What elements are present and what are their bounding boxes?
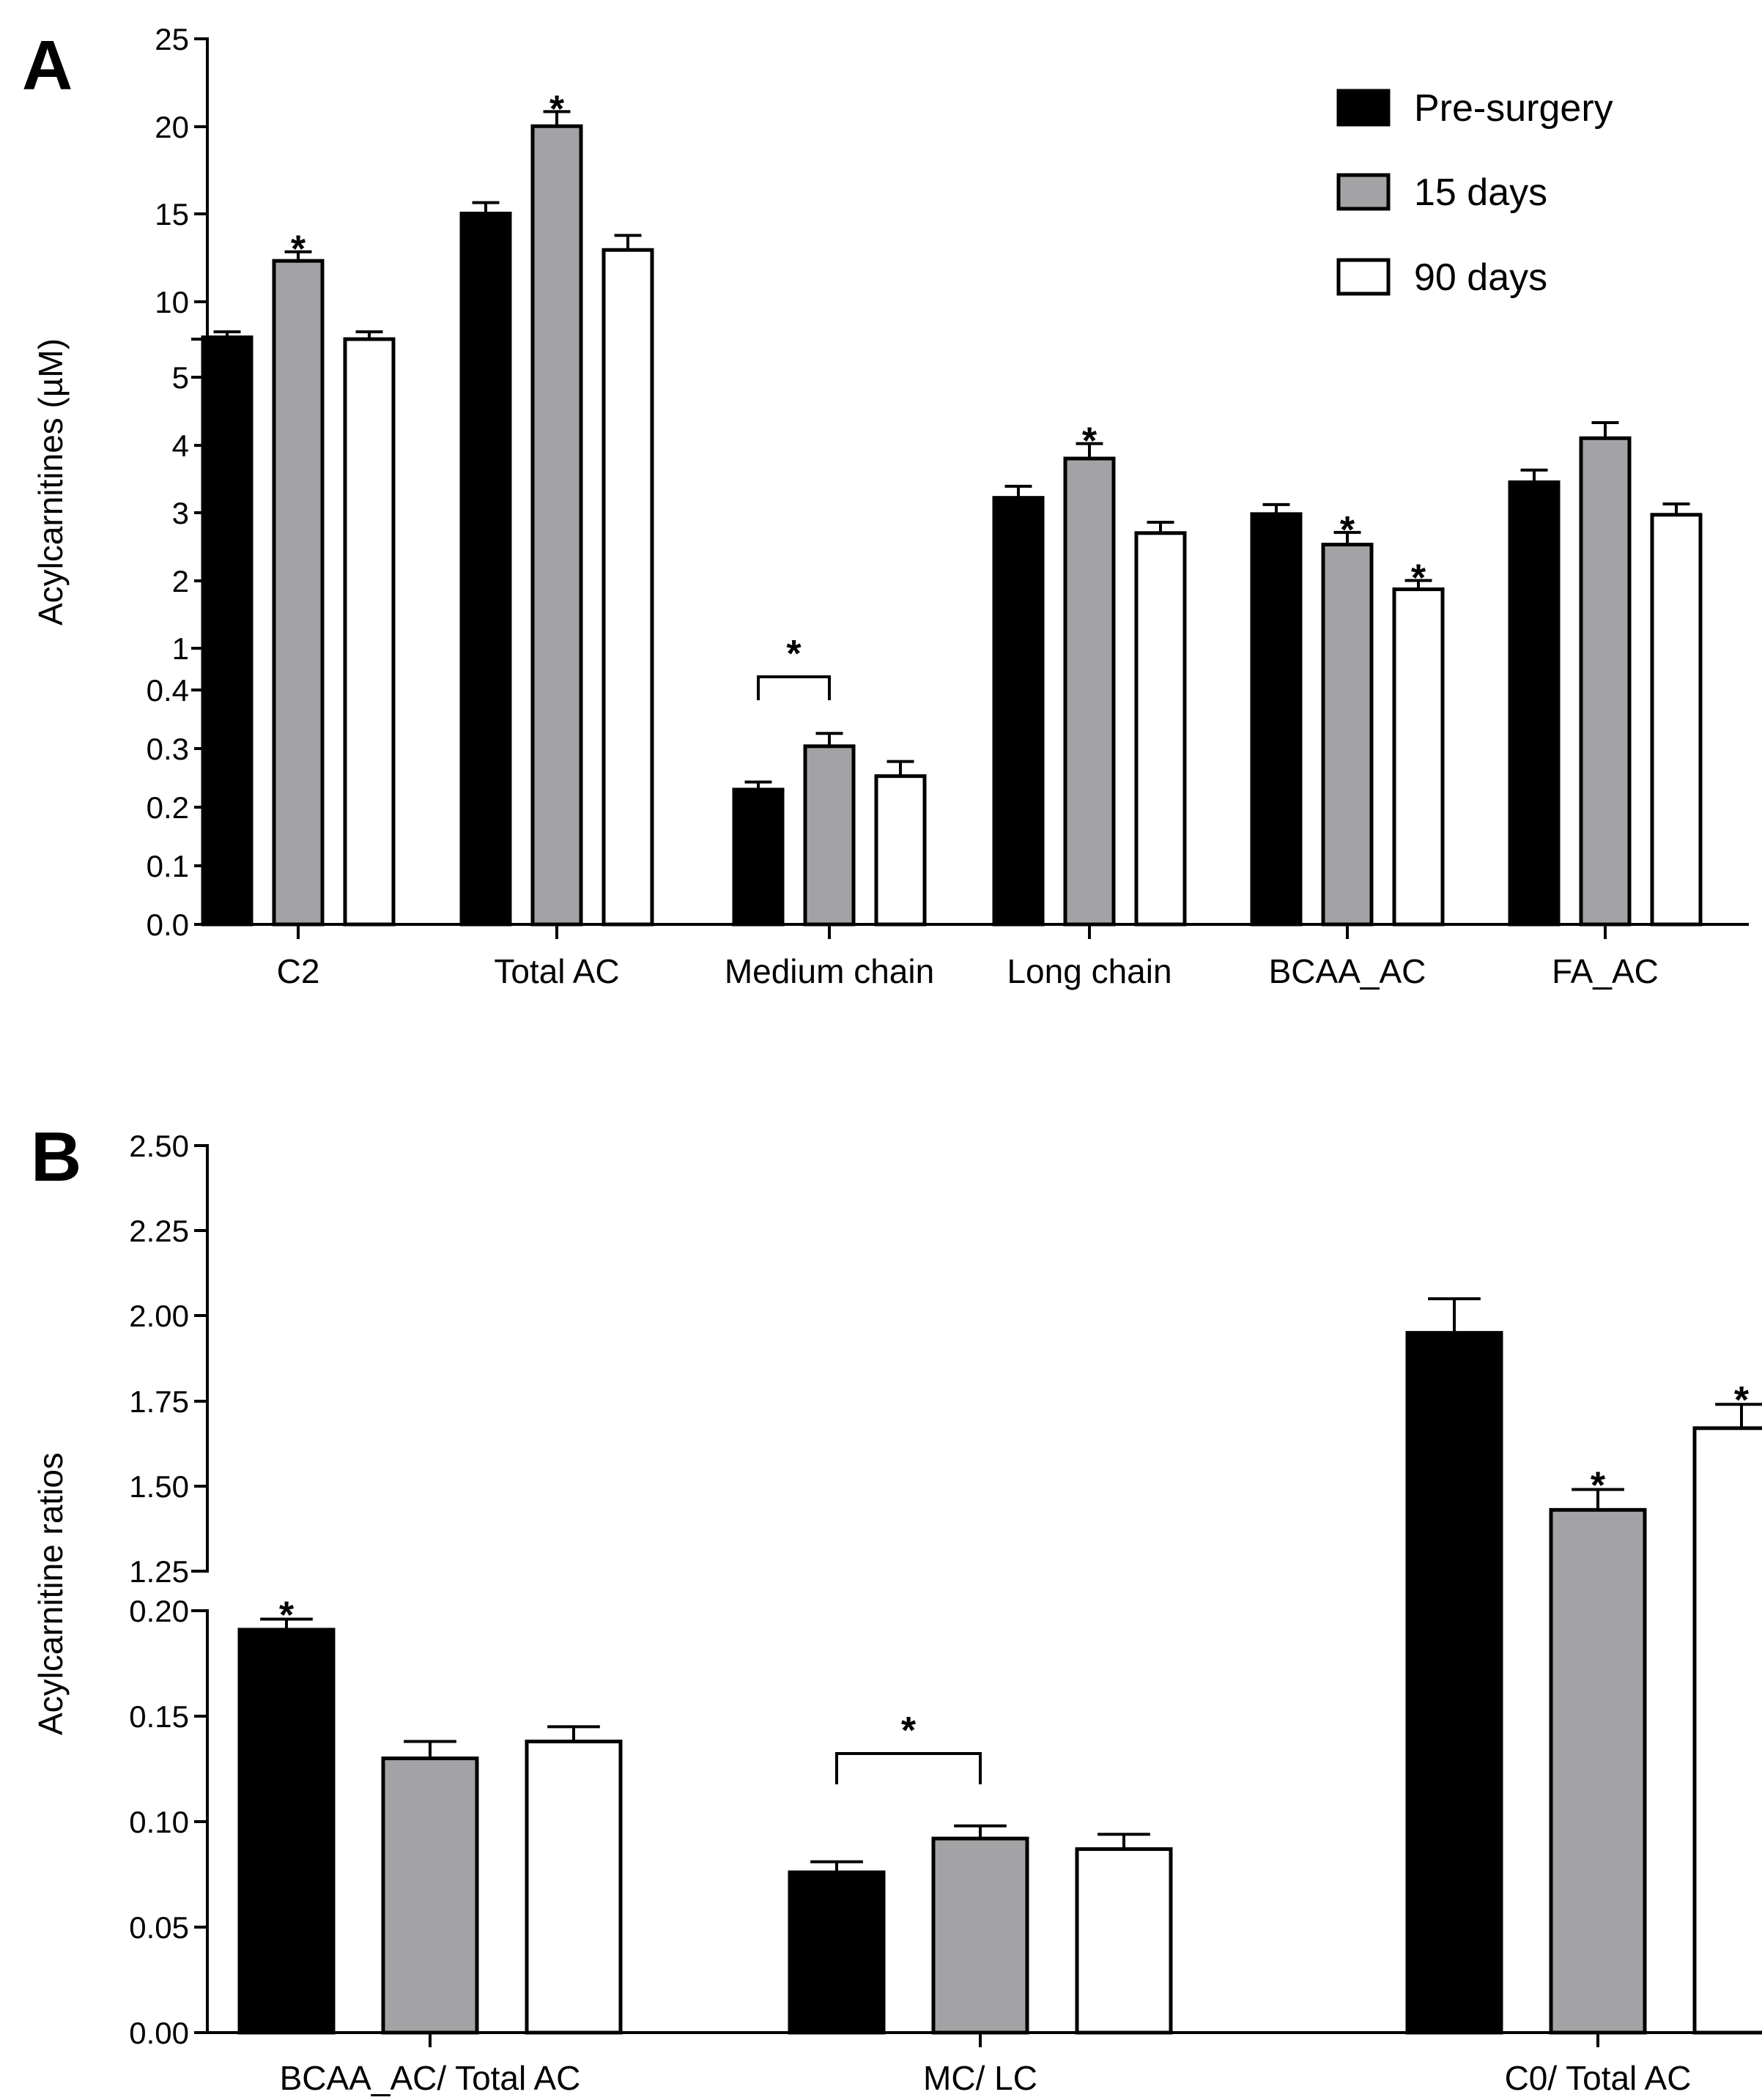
x-tick-label-long-chain: Long chain	[1007, 952, 1171, 990]
y-tick-label: 1.50	[129, 1469, 189, 1504]
x-tick-label-fa-ac: FA_AC	[1552, 952, 1659, 990]
legend: Pre-surgery 15 days 90 days	[1336, 87, 1613, 299]
bar-bcaa-ac-d90	[1392, 587, 1445, 927]
bar-bcaa-ac-total-ac-pre	[237, 1628, 336, 2035]
bar-medium-chain-d90	[874, 774, 927, 927]
x-tick-label-total-ac: Total AC	[494, 952, 619, 990]
y-tick-label: 0.20	[129, 1594, 189, 1628]
x-tick-label-bcaa-ac: BCAA_AC	[1269, 952, 1426, 990]
panel-a: A Acylcarnitines (µM) 0.0 0.1 0.2 0.3 0.4 1 2 3 4 5…	[22, 22, 1749, 990]
y-tick-label: 15	[155, 197, 189, 231]
legend-swatch-pre-surgery	[1336, 89, 1391, 127]
bar-total-ac-pre	[459, 212, 512, 927]
bar-c0-total-ac-d15	[1549, 1507, 1647, 2035]
bar-medium-chain-pre	[732, 787, 785, 927]
y-tick-label: 0.0	[147, 908, 189, 942]
bar-total-ac-d90	[601, 248, 654, 927]
bar-c0-total-ac-pre	[1405, 1331, 1503, 2035]
y-tick-label: 4	[172, 428, 189, 463]
y-tick-label: 2.50	[129, 1129, 189, 1163]
significance-star: *	[1411, 557, 1426, 600]
y-tick-label: 20	[155, 110, 189, 144]
bar-bcaa-ac-d15	[1321, 542, 1374, 927]
bar-long-chain-d15	[1063, 456, 1116, 927]
significance-star: *	[279, 1595, 295, 1637]
bar-bcaa-ac-pre	[1250, 512, 1303, 927]
bar-long-chain-pre	[992, 496, 1045, 927]
bar-mc-lc-pre	[788, 1870, 886, 2035]
bar-long-chain-d90	[1134, 531, 1187, 927]
y-tick-label: 0.3	[147, 732, 189, 766]
x-tick-label-medium-chain: Medium chain	[725, 952, 934, 990]
bar-mc-lc-d15	[931, 1836, 1029, 2035]
bar-bcaa-ac-total-ac-d90	[525, 1740, 623, 2035]
significance-star: *	[549, 88, 565, 130]
y-tick-label: 2.00	[129, 1299, 189, 1333]
y-tick-label: 0.15	[129, 1699, 189, 1734]
legend-label-90-days: 90 days	[1414, 256, 1547, 299]
bar-total-ac-d15	[530, 124, 583, 927]
y-axis-label: Acylcarnitine ratios	[32, 1452, 70, 1735]
significance-star: *	[1734, 1379, 1750, 1422]
y-tick-label: 1.25	[129, 1554, 189, 1589]
y-tick-label: 0.1	[147, 849, 189, 883]
bar-medium-chain-d15	[803, 744, 856, 927]
y-tick-label: 5	[172, 360, 189, 395]
y-tick-label: 0.4	[147, 673, 189, 708]
panel-b: B Acylcarnitine ratios 0.00 0.05 0.10 0.15 0.2…	[31, 1118, 1762, 2097]
y-tick-label: 0.00	[129, 2016, 189, 2050]
significance-star: *	[1082, 420, 1097, 463]
bar-c2-d15	[272, 259, 325, 927]
x-tick-label-bcaa-ac-total-ac: BCAA_AC/ Total AC	[280, 2059, 581, 2097]
legend-label-15-days: 15 days	[1414, 171, 1547, 214]
bar-c2-d90	[343, 337, 396, 927]
bar-bcaa-ac-total-ac-d15	[381, 1756, 479, 2035]
bar-fa-ac-d90	[1650, 513, 1703, 927]
significance-star: *	[291, 229, 306, 271]
bar-fa-ac-pre	[1508, 480, 1561, 927]
significance-star: *	[901, 1710, 917, 1752]
y-tick-label: 2	[172, 564, 189, 598]
x-tick-label-c2: C2	[277, 952, 320, 990]
bar-c2-pre	[201, 335, 253, 927]
y-tick-label: 0.2	[147, 790, 189, 825]
significance-star: *	[1340, 509, 1355, 552]
significance-bracket	[835, 1752, 982, 1784]
y-axis-label: Acylcarnitines (µM)	[32, 338, 70, 626]
x-tick-label-c0-total-ac: C0/ Total AC	[1505, 2059, 1692, 2097]
bar-fa-ac-d15	[1579, 436, 1632, 927]
legend-label-pre-surgery: Pre-surgery	[1414, 87, 1613, 130]
significance-star: *	[1591, 1464, 1606, 1507]
bar-c0-total-ac-d90	[1692, 1426, 1762, 2035]
y-tick-label: 1.75	[129, 1384, 189, 1419]
legend-swatch-90-days	[1336, 258, 1391, 296]
panel-label-a: A	[22, 26, 73, 105]
y-tick-label: 2.25	[129, 1214, 189, 1248]
legend-swatch-15-days	[1336, 173, 1391, 211]
y-tick-label: 1	[172, 631, 189, 666]
y-tick-label: 25	[155, 22, 189, 56]
x-tick-label-mc-lc: MC/ LC	[923, 2059, 1037, 2097]
significance-bracket	[757, 675, 831, 700]
bar-mc-lc-d90	[1075, 1847, 1173, 2035]
y-tick-label: 3	[172, 496, 189, 530]
y-tick-label: 10	[155, 285, 189, 319]
significance-star: *	[786, 633, 802, 675]
panel-label-b: B	[31, 1118, 81, 1196]
y-tick-label: 0.10	[129, 1805, 189, 1839]
y-tick-label: 0.05	[129, 1910, 189, 1945]
